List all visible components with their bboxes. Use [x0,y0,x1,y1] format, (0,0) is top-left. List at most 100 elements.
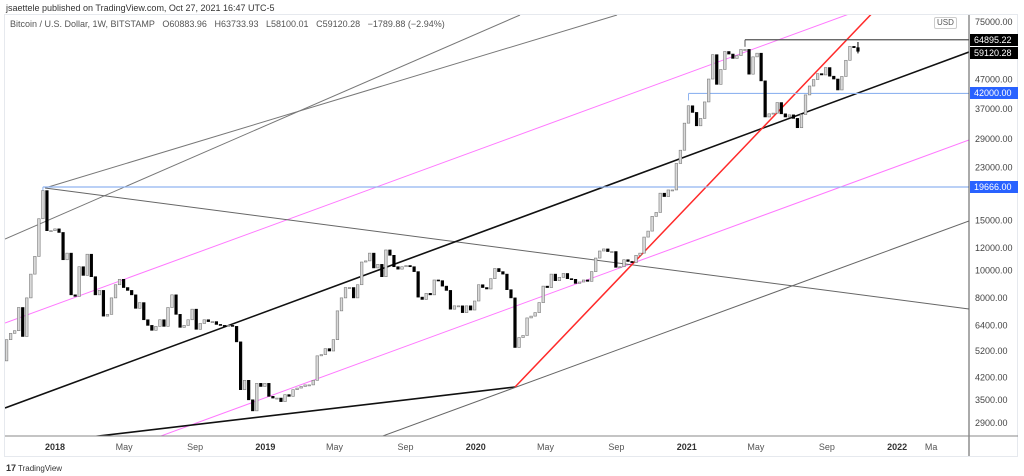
candle-up [85,253,89,276]
candle-up [711,54,715,80]
candle-up [170,294,174,308]
price-tick-label: 5200.00 [975,346,1008,356]
candle-up [182,325,186,328]
candle-up [678,149,683,164]
candle-up [65,252,69,261]
candle-up [210,321,214,323]
price-axis[interactable]: 75000.00 47000.00 37000.00 29000.00 23000.00… [975,17,1013,428]
candle-down [715,54,719,85]
candle-up [594,257,598,272]
candle-down [444,285,448,291]
candle-up [719,69,723,85]
candle-up [404,265,408,268]
time-tick-label: Sep [819,442,835,452]
candle-up [666,189,670,197]
candle-up [186,319,190,326]
publisher-line: jsaettele published on TradingView.com, … [6,3,275,13]
time-tick-label: 2019 [255,442,275,452]
candle-down [509,289,513,299]
candle-up [364,260,368,263]
candle-down [271,396,275,399]
candle-up [49,230,53,232]
candle-down [134,294,138,309]
candle-down [545,285,549,288]
time-tick-label: 2021 [677,442,697,452]
candle-up [315,355,319,381]
candle-down [126,287,130,291]
price-tick-label: 12000.00 [975,243,1013,253]
candle-down [763,80,767,118]
candle-up [275,397,279,400]
legend-change: −1789.88 (−2.94%) [367,19,445,29]
candle-down [279,397,283,402]
candle-up [53,228,57,231]
time-tick-label: May [326,442,344,452]
candle-up [97,290,101,296]
candle-up [598,250,602,259]
legend-symbol: Bitcoin / U.S. Dollar, 1W, BITSTAMP [10,19,155,29]
candle-up [698,118,703,127]
channel-magenta-lower-line[interactable] [150,139,969,440]
candle-up [525,317,529,336]
candle-up [824,67,828,76]
candle-up [771,112,775,115]
red-trendline[interactable] [514,5,880,388]
candle-up [646,230,650,238]
candle-down [392,255,396,268]
time-tick-label: May [116,442,134,452]
candle-down [230,325,235,327]
candle-up [113,284,118,299]
candle-up [610,251,614,253]
candle-up [537,302,541,313]
pitchfork-gray-line-from-peak[interactable] [44,15,618,189]
time-tick-label: Sep [187,442,203,452]
candle-down [694,112,699,127]
chart-frame [4,14,1018,457]
candle-down [234,326,239,343]
candle-up [670,189,674,192]
price-tick-label: 15000.00 [975,215,1013,225]
candle-down [553,273,557,281]
candle-up [190,308,194,321]
currency-button[interactable]: USD [934,17,957,29]
tradingview-logo[interactable]: 17 TradingView [6,463,62,473]
candle-up [33,256,37,275]
candle-up [686,105,691,124]
candle-up [634,255,638,263]
candle-up [283,394,287,402]
candle-down [606,248,610,252]
candle-up [263,383,267,387]
legend-open: O60883.96 [162,19,207,29]
candle-down [130,290,134,296]
candle-up [360,261,364,286]
pitchfork-upper-gray-line[interactable] [5,15,521,240]
candle-up [529,315,533,319]
candle-up [618,266,622,269]
candle-up [323,348,327,355]
descending-gray-trendline[interactable] [44,187,969,310]
candle-up [549,273,553,288]
candle-up [25,297,29,337]
candle-up [703,101,707,119]
candle-up [299,386,303,389]
legend-close: C59120.28 [316,19,361,29]
candle-up [533,312,537,317]
candle-up [650,216,654,232]
candle-down [448,290,453,310]
candle-up [432,279,436,296]
lower-gray-parallel-line[interactable] [380,220,969,437]
lower-black-trendline[interactable] [90,386,516,437]
candle-down [481,284,485,288]
candle-up [707,78,711,103]
candle-down [630,261,634,263]
candle-up [456,305,461,308]
candle-up [561,273,566,278]
candle-up [41,190,45,220]
main-black-trendline[interactable] [5,51,969,409]
candle-up [799,114,804,129]
candle-up [840,76,844,91]
legend-low: L58100.01 [266,19,309,29]
price-tag: 42000.00 [970,87,1018,100]
time-axis[interactable]: 2018 May Sep 2019 May Sep 2020 May Sep 2021 May Sep… [45,442,937,452]
